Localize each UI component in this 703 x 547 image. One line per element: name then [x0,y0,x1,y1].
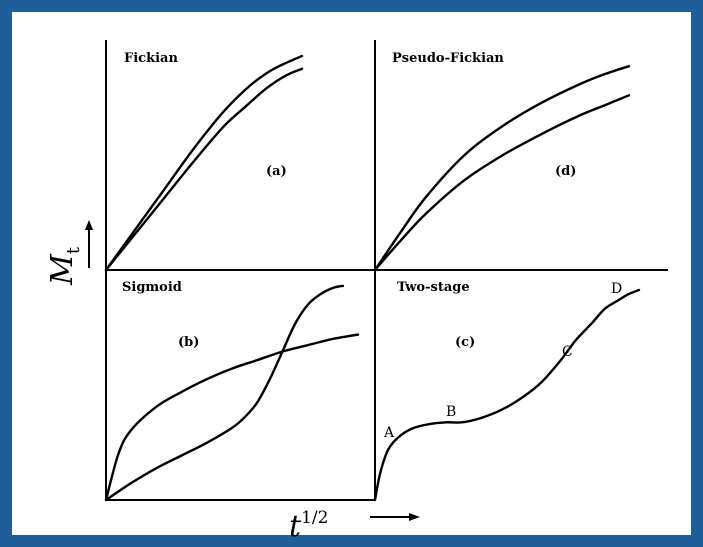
x-axis-superscript: 1/2 [301,508,328,528]
panel-d-title: Pseudo-Fickian [392,51,504,66]
curve-bottom-left-1 [104,333,360,502]
curve-bottom-right-1 [373,288,641,502]
x-axis-symbol: t [289,509,302,544]
point-label-d: D [611,281,622,297]
point-label-b: B [446,404,456,420]
panel-a-title: Fickian [124,51,178,66]
x-axis-label: t1/2 [289,508,328,544]
svg-text:Mt: Mt [45,246,84,286]
panel-c-title: Two-stage [397,280,470,295]
arrow-right-icon [370,513,420,521]
panel-b-tag: (b) [178,335,199,350]
y-axis-subscript: t [63,246,84,254]
panel-b-title: Sigmoid [122,280,182,295]
y-axis-label: Mt [45,246,84,286]
arrow-up-icon [85,220,93,268]
curve-top-left-2 [104,67,304,272]
curve-top-right-2 [373,94,631,272]
curve-top-right-1 [373,65,631,272]
curve-top-left-1 [104,54,304,272]
y-axis-symbol: M [45,253,80,286]
point-label-c: C [562,344,573,360]
panel-d-tag: (d) [555,164,576,179]
curve-bottom-left-2 [104,284,345,502]
point-label-a: A [383,425,395,441]
panel-c-tag: (c) [455,335,475,350]
curves-group [104,54,641,502]
panel-a-tag: (a) [266,164,287,179]
